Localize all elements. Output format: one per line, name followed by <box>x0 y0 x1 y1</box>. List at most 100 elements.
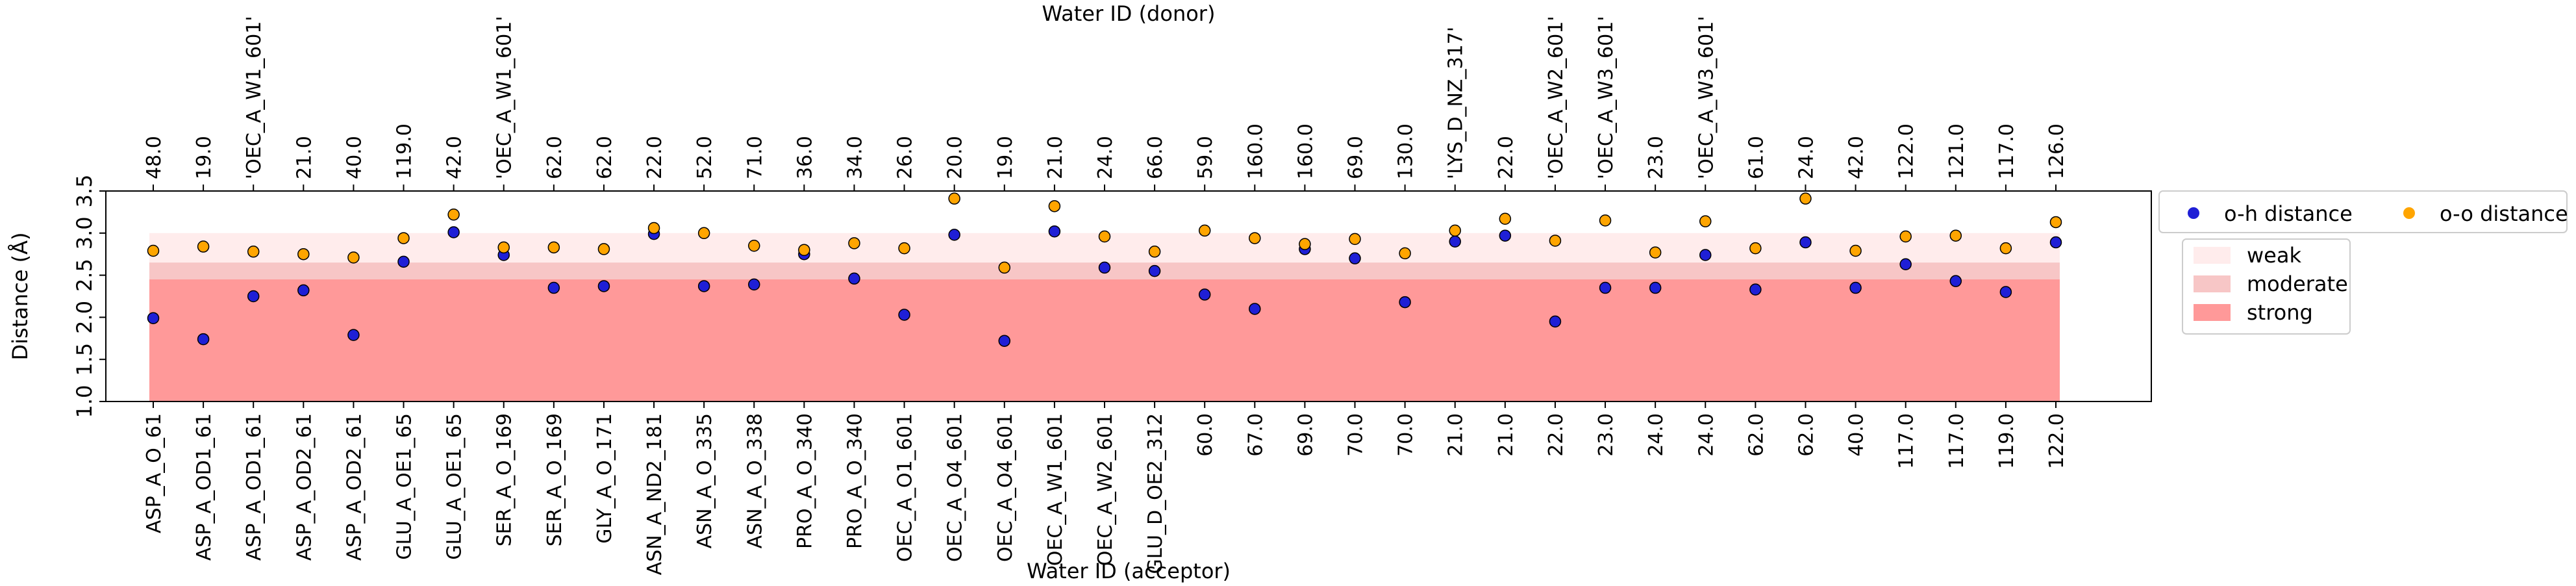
acceptor-tick-label: 60.0 <box>1194 413 1217 457</box>
acceptor-tick-label: 62.0 <box>1745 413 1768 457</box>
marker-oo-11 <box>697 227 710 240</box>
marker-oo-21 <box>1198 224 1211 237</box>
x-axis-acceptor: ASP_A_O_61 ASP_A_OD1_61 ASP_A_OD1_61 ASP_A_… <box>143 401 2068 575</box>
legend-marker <box>2403 207 2415 219</box>
marker-oh-9 <box>597 280 610 292</box>
marker-oo-22 <box>1249 232 1261 244</box>
y-tick-label: 1.0 <box>72 385 97 418</box>
marker-oo-17 <box>998 261 1011 274</box>
donor-tick-label: 42.0 <box>444 136 466 179</box>
plot-frame <box>105 190 2152 402</box>
legend-swatch <box>2194 247 2231 264</box>
data-points <box>147 192 2062 347</box>
acceptor-tick-label: PRO_A_O_340 <box>794 413 816 549</box>
donor-tick-label: 40.0 <box>343 136 366 179</box>
marker-oh-38 <box>2049 236 2062 249</box>
donor-tick-label: 126.0 <box>2045 123 2068 179</box>
legend-swatch <box>2194 275 2231 292</box>
marker-oo-14 <box>848 237 860 249</box>
acceptor-tick-label: 69.0 <box>1294 413 1317 457</box>
marker-oo-31 <box>1699 215 1712 227</box>
marker-oh-35 <box>1899 258 1912 271</box>
marker-oh-12 <box>748 278 760 291</box>
donor-tick-label: 24.0 <box>1094 136 1117 179</box>
donor-tick-label: 22.0 <box>1495 136 1518 179</box>
donor-tick-label: 48.0 <box>143 136 166 179</box>
donor-tick-label: 160.0 <box>1294 123 1317 179</box>
marker-oo-26 <box>1449 224 1461 237</box>
marker-oo-36 <box>1949 229 1962 242</box>
marker-oo-18 <box>1048 200 1061 212</box>
donor-tick-label: 34.0 <box>844 136 866 179</box>
marker-oh-15 <box>898 309 910 321</box>
marker-oo-1 <box>197 240 210 253</box>
marker-oh-37 <box>1999 286 2012 298</box>
donor-tick-label: 121.0 <box>1945 123 1968 179</box>
marker-oo-35 <box>1899 230 1912 243</box>
marker-oh-4 <box>347 329 360 341</box>
marker-oh-14 <box>848 272 860 285</box>
donor-tick-label: 24.0 <box>1795 136 1818 179</box>
donor-tick-label: 130.0 <box>1395 123 1418 179</box>
donor-tick-label: 20.0 <box>944 136 967 179</box>
legend-marker <box>2188 207 2199 219</box>
marker-oh-22 <box>1249 303 1261 315</box>
marker-oo-32 <box>1749 242 1762 255</box>
acceptor-tick-label: 70.0 <box>1395 413 1418 457</box>
acceptor-tick-label: OEC_A_W1_601 <box>1044 413 1067 566</box>
acceptor-tick-label: OEC_A_O4_601 <box>994 413 1017 562</box>
marker-oh-29 <box>1599 281 1612 294</box>
marker-oo-34 <box>1849 244 1862 257</box>
donor-tick-label: 160.0 <box>1244 123 1267 179</box>
marker-oh-8 <box>547 281 560 294</box>
marker-oh-19 <box>1098 261 1111 274</box>
acceptor-tick-label: OEC_A_O1_601 <box>894 413 917 562</box>
marker-oo-0 <box>147 244 160 257</box>
donor-tick-label: 19.0 <box>193 136 216 179</box>
legend-label: strong <box>2247 300 2313 325</box>
acceptor-tick-label: 117.0 <box>1895 413 1918 469</box>
marker-oh-16 <box>948 229 960 241</box>
marker-oo-4 <box>347 251 360 264</box>
donor-tick-label: 21.0 <box>1044 136 1067 179</box>
marker-oo-6 <box>447 209 460 221</box>
x-axis-label: Water ID (acceptor) <box>1027 559 1231 583</box>
legend-label: o-h distance <box>2224 201 2353 226</box>
acceptor-tick-label: GLU_D_OE2_312 <box>1144 413 1167 574</box>
acceptor-tick-label: GLU_A_OE1_65 <box>394 413 416 560</box>
acceptor-tick-label: OEC_A_W2_601 <box>1094 413 1117 566</box>
marker-oo-3 <box>297 248 310 261</box>
acceptor-tick-label: ASN_A_O_335 <box>694 413 716 548</box>
legend-label: moderate <box>2247 272 2348 296</box>
legend-box <box>2158 190 2568 233</box>
marker-oh-20 <box>1148 264 1161 277</box>
donor-tick-label: 62.0 <box>544 136 566 179</box>
donor-tick-label: 62.0 <box>594 136 616 179</box>
x2-axis-label: Water ID (donor) <box>1042 1 1216 26</box>
acceptor-tick-label: 40.0 <box>1845 413 1868 457</box>
acceptor-tick-label: 21.0 <box>1445 413 1468 457</box>
acceptor-tick-label: 24.0 <box>1645 413 1668 457</box>
marker-oh-30 <box>1649 281 1662 294</box>
donor-tick-label: 69.0 <box>1345 136 1368 179</box>
marker-oo-7 <box>497 241 510 254</box>
donor-tick-label: 21.0 <box>293 136 316 179</box>
marker-oo-5 <box>397 232 410 244</box>
acceptor-tick-label: ASP_A_O_61 <box>143 413 166 533</box>
marker-oh-17 <box>998 335 1011 347</box>
marker-oh-5 <box>397 255 410 268</box>
marker-oo-29 <box>1599 214 1612 227</box>
marker-oh-18 <box>1048 225 1061 238</box>
donor-tick-label: 23.0 <box>1645 136 1668 179</box>
marker-oo-37 <box>1999 242 2012 255</box>
y-tick-label: 2.0 <box>72 301 97 334</box>
donor-tick-label: 19.0 <box>994 136 1017 179</box>
acceptor-tick-label: 67.0 <box>1244 413 1267 457</box>
marker-oh-33 <box>1799 236 1812 249</box>
acceptor-tick-label: OEC_A_O4_601 <box>944 413 967 562</box>
marker-oh-1 <box>197 333 210 346</box>
marker-oh-32 <box>1749 283 1762 296</box>
acceptor-tick-label: SER_A_O_169 <box>494 413 516 546</box>
marker-oo-12 <box>748 239 760 252</box>
donor-tick-label: 52.0 <box>694 136 716 179</box>
